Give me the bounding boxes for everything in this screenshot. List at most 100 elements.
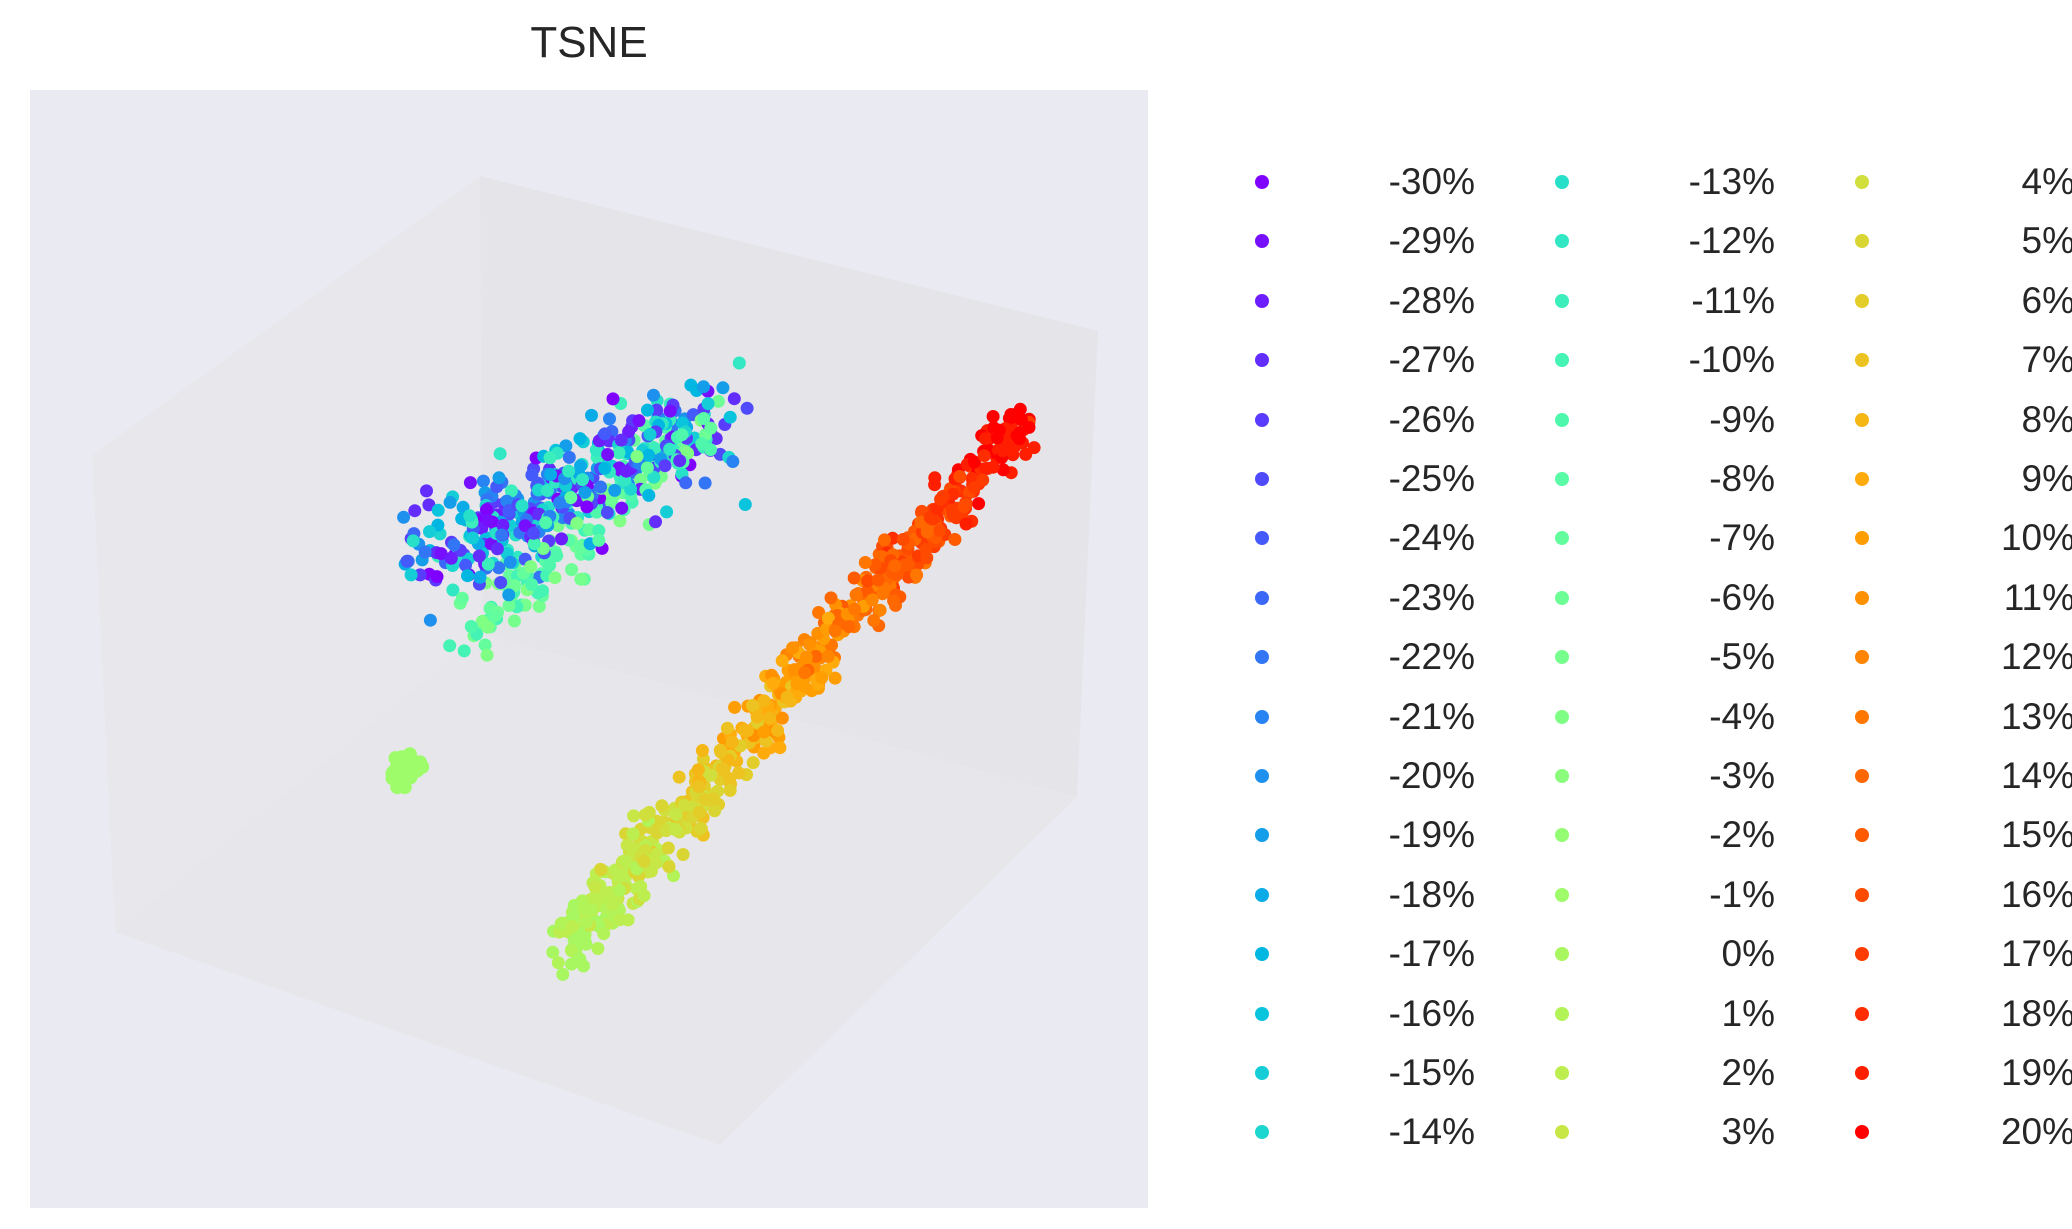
data-point xyxy=(873,603,887,617)
data-point xyxy=(775,711,789,725)
scatter-plot-3d xyxy=(30,90,1148,1208)
data-point xyxy=(455,591,469,605)
data-point xyxy=(691,763,705,777)
data-point xyxy=(659,824,673,838)
legend-marker xyxy=(1255,769,1269,783)
legend-item: -20% xyxy=(1255,748,1515,807)
legend-marker xyxy=(1255,472,1269,486)
legend-marker xyxy=(1255,1006,1269,1021)
data-points xyxy=(385,356,1041,981)
legend-marker xyxy=(1255,947,1269,962)
data-point xyxy=(746,756,760,770)
legend-marker xyxy=(1555,709,1569,724)
legend-marker xyxy=(1855,472,1869,486)
data-point xyxy=(821,611,835,625)
data-point xyxy=(948,533,962,546)
data-point xyxy=(887,594,901,608)
data-point xyxy=(565,563,579,577)
data-point xyxy=(397,780,412,795)
legend-label: -30% xyxy=(1388,161,1475,202)
data-point xyxy=(447,538,461,552)
data-point xyxy=(704,421,718,435)
data-point xyxy=(986,460,1000,474)
legend-item: 7% xyxy=(1855,332,2072,391)
data-point xyxy=(919,543,933,557)
data-point xyxy=(957,500,971,514)
data-point xyxy=(543,451,557,465)
data-point xyxy=(393,769,408,784)
legend-item: 4% xyxy=(1855,154,2072,213)
legend-item: 5% xyxy=(1855,213,2072,272)
legend-marker xyxy=(1855,293,1869,308)
data-point xyxy=(815,671,829,685)
legend-label: 19% xyxy=(2000,1052,2072,1093)
data-point xyxy=(727,392,741,406)
legend-label: -14% xyxy=(1388,1111,1475,1153)
data-point xyxy=(443,495,457,509)
legend-item: -8% xyxy=(1555,451,1815,510)
data-point xyxy=(481,557,495,571)
legend-item: -24% xyxy=(1255,510,1515,569)
data-point xyxy=(556,967,570,981)
data-point xyxy=(496,518,510,532)
legend-item: 20% xyxy=(1855,1104,2072,1163)
data-point xyxy=(673,454,687,468)
legend-marker xyxy=(1855,769,1869,783)
data-point xyxy=(684,378,698,392)
legend-label: -6% xyxy=(1709,576,1775,618)
legend-item: -10% xyxy=(1555,332,1815,391)
data-point xyxy=(573,952,587,966)
legend-label: -8% xyxy=(1709,458,1775,499)
legend-item: 11% xyxy=(1855,570,2072,629)
data-point xyxy=(715,762,729,776)
data-point xyxy=(518,519,532,533)
data-point xyxy=(574,572,588,586)
data-point xyxy=(494,576,508,589)
data-point xyxy=(773,741,787,755)
data-point xyxy=(663,442,677,456)
legend-marker xyxy=(1855,175,1869,189)
legend-marker xyxy=(1555,1006,1569,1021)
legend-marker xyxy=(1255,412,1269,427)
data-point xyxy=(992,423,1006,437)
data-point xyxy=(720,721,734,735)
data-point xyxy=(726,455,740,468)
data-point xyxy=(612,883,626,897)
legend-item: -14% xyxy=(1255,1104,1515,1163)
data-point xyxy=(480,503,493,517)
data-point xyxy=(508,579,522,593)
data-point xyxy=(847,571,861,585)
data-point xyxy=(582,523,596,537)
data-point xyxy=(821,649,835,663)
data-point xyxy=(632,414,646,428)
legend-marker xyxy=(1855,1066,1869,1080)
data-point xyxy=(548,571,562,585)
legend-item: -4% xyxy=(1555,689,1815,748)
legend-label: 0% xyxy=(1721,933,1775,975)
legend-label: 12% xyxy=(2000,636,2072,678)
legend-item: 2% xyxy=(1555,1045,1815,1104)
data-point xyxy=(463,509,477,523)
data-point xyxy=(481,513,495,527)
data-point xyxy=(996,444,1010,458)
legend-marker xyxy=(1855,353,1869,368)
data-point xyxy=(634,473,648,487)
data-point xyxy=(750,710,764,724)
data-point xyxy=(865,593,879,607)
legend-marker xyxy=(1555,769,1569,783)
data-point xyxy=(692,805,706,819)
data-point xyxy=(901,558,915,572)
data-point xyxy=(540,484,554,497)
legend-item: 19% xyxy=(1855,1045,2072,1104)
legend-item: -13% xyxy=(1555,154,1815,213)
data-point xyxy=(580,500,594,514)
data-point xyxy=(480,648,494,662)
data-point xyxy=(492,561,506,575)
data-point xyxy=(606,392,620,406)
legend-label: -29% xyxy=(1388,220,1475,262)
data-point xyxy=(728,700,742,714)
data-point xyxy=(627,842,641,856)
data-point xyxy=(544,468,558,481)
data-point xyxy=(598,461,612,475)
data-point xyxy=(504,484,518,498)
